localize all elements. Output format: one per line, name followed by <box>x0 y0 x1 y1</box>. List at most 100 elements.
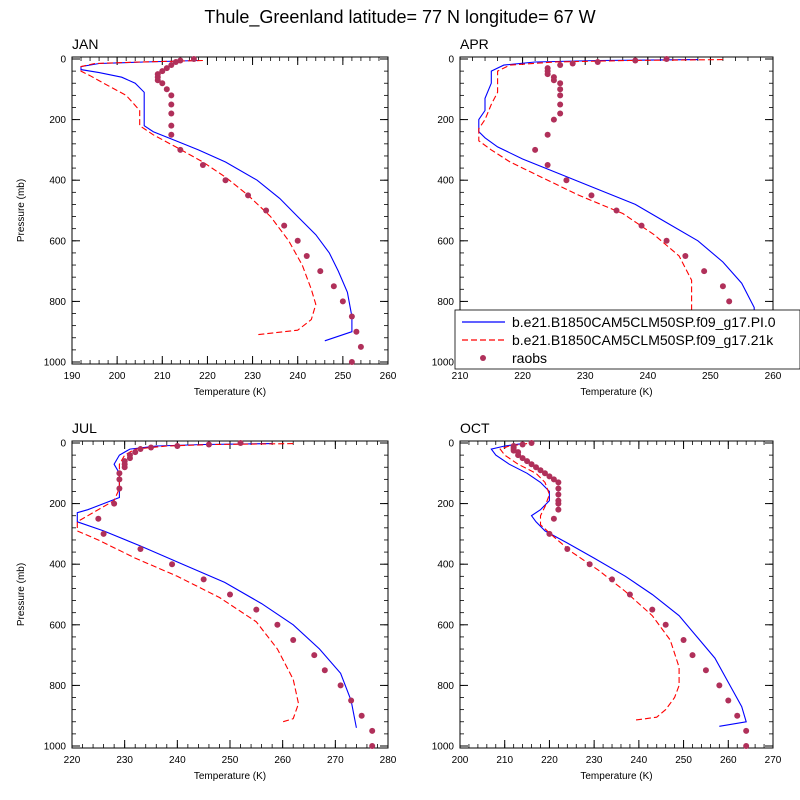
legend-box <box>454 309 800 370</box>
series-line-pi <box>490 443 747 727</box>
raobs-point <box>569 60 576 67</box>
raobs-point <box>586 561 593 568</box>
raobs-point <box>734 712 741 719</box>
plot-frame <box>459 440 774 749</box>
y-tick-label: 800 <box>437 681 454 692</box>
y-tick-label: 1000 <box>432 742 455 753</box>
raobs-point <box>253 606 260 613</box>
raobs-point <box>550 77 557 84</box>
raobs-point <box>515 452 522 459</box>
raobs-point <box>168 92 175 99</box>
x-tick-label: 240 <box>169 755 186 766</box>
legend-marker <box>480 355 486 361</box>
x-axis-label: Temperature (K) <box>580 387 652 398</box>
raobs-point <box>174 443 181 450</box>
legend-label: raobs <box>512 350 547 366</box>
raobs-point <box>544 162 551 169</box>
x-axis-label: Temperature (K) <box>194 771 266 782</box>
raobs-point <box>116 470 123 477</box>
legend-label: b.e21.B1850CAM5CLM50SP.f09_g17.21k <box>512 332 774 348</box>
series-line-pi <box>80 59 353 342</box>
x-tick-label: 270 <box>327 755 344 766</box>
y-tick-label: 200 <box>437 499 454 510</box>
y-tick-label: 800 <box>437 297 454 308</box>
raobs-point <box>546 473 553 480</box>
panel-jul: 220 230 240 250 260 270 280 0 200 400 600 800 1000 JU… <box>16 420 397 782</box>
series-line-pi <box>478 59 755 343</box>
y-tick-label: 600 <box>437 236 454 247</box>
raobs-point <box>550 515 557 522</box>
y-tick-label: 400 <box>437 176 454 187</box>
y-tick-label: 0 <box>60 439 66 450</box>
raobs-point <box>339 298 346 305</box>
raobs-point <box>357 343 364 350</box>
raobs-point <box>689 652 696 659</box>
raobs-point <box>132 449 139 456</box>
series-line-21k <box>80 59 317 336</box>
y-tick-label: 600 <box>49 236 66 247</box>
raobs-point <box>557 110 564 117</box>
raobs-point <box>348 359 355 365</box>
y-tick-label: 200 <box>49 115 66 126</box>
raobs-point <box>177 57 184 64</box>
raobs-point <box>168 122 175 129</box>
raobs-point <box>199 162 206 169</box>
x-tick-label: 250 <box>675 755 692 766</box>
x-tick-label: 210 <box>452 371 469 382</box>
raobs-point <box>563 177 570 184</box>
raobs-point <box>594 59 601 66</box>
raobs-point <box>303 252 310 259</box>
raobs-point <box>557 92 564 99</box>
panels: 190 200 210 220 230 240 250 260 0 200 400 600 800 100… <box>16 36 782 782</box>
raobs-point <box>126 455 133 462</box>
panel-title: APR <box>460 36 489 52</box>
x-tick-label: 230 <box>577 371 594 382</box>
x-tick-label: 220 <box>199 371 216 382</box>
raobs-point <box>111 500 118 507</box>
raobs-point <box>317 268 324 275</box>
x-tick-label: 220 <box>514 371 531 382</box>
raobs-point <box>205 441 212 448</box>
series-line-21k <box>499 443 680 721</box>
x-tick-label: 250 <box>335 371 352 382</box>
y-tick-label: 0 <box>60 55 66 66</box>
raobs-point <box>532 146 539 153</box>
plot-frame <box>71 56 389 365</box>
series-line-21k <box>478 59 723 320</box>
raobs-point <box>154 77 161 84</box>
raobs-point <box>200 576 207 583</box>
raobs-point <box>95 515 102 522</box>
y-tick-label: 400 <box>437 560 454 571</box>
raobs-point <box>555 485 562 492</box>
raobs-point <box>168 62 175 69</box>
raobs-point <box>528 440 535 446</box>
y-tick-label: 800 <box>49 297 66 308</box>
raobs-point <box>725 697 732 704</box>
raobs-point <box>544 131 551 138</box>
y-tick-label: 400 <box>49 176 66 187</box>
raobs-point <box>557 86 564 93</box>
raobs-point <box>369 743 376 749</box>
raobs-point <box>121 464 128 471</box>
raobs-point <box>519 455 526 462</box>
raobs-point <box>168 131 175 138</box>
raobs-point <box>663 56 670 62</box>
raobs-point <box>546 530 553 537</box>
raobs-point <box>163 86 170 93</box>
raobs-point <box>555 500 562 507</box>
data-layer <box>478 59 755 343</box>
raobs-point <box>237 440 244 446</box>
x-tick-label: 220 <box>64 755 81 766</box>
raobs-point <box>680 636 687 643</box>
x-axis-label: Temperature (K) <box>194 387 266 398</box>
raobs-point <box>537 467 544 474</box>
y-tick-label: 800 <box>49 681 66 692</box>
y-axis-label: Pressure (mb) <box>16 563 27 626</box>
raobs-point <box>564 546 571 553</box>
data-layer <box>80 59 353 342</box>
raobs-point <box>159 68 166 75</box>
y-tick-label: 1000 <box>432 358 455 369</box>
raobs-point <box>353 328 360 335</box>
raobs-point <box>222 177 229 184</box>
